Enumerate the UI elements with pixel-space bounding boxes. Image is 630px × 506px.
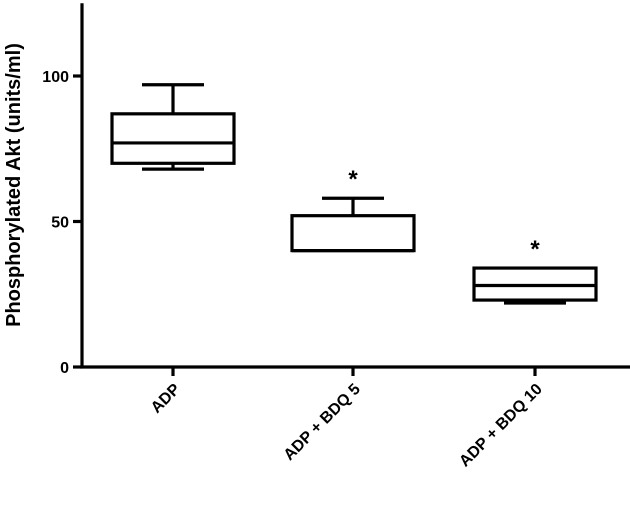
y-axis-label: Phosphorylated Akt (units/ml) <box>3 43 25 327</box>
axes: 0 50 100 <box>42 3 630 377</box>
x-tick-labels: ADP ADP + BDQ 5 ADP + BDQ 10 <box>148 381 546 471</box>
box-1 <box>110 83 236 171</box>
x-tick-label: ADP <box>148 381 184 417</box>
significance-marker: * <box>530 236 540 263</box>
boxes: ** <box>110 83 598 305</box>
y-tick-label: 100 <box>42 69 69 86</box>
significance-marker: * <box>348 166 358 193</box>
box <box>110 112 236 165</box>
y-tick-label: 0 <box>60 360 69 377</box>
x-tick-label: ADP + BDQ 5 <box>281 381 364 464</box>
y-tick-label: 50 <box>51 215 69 232</box>
box-2: * <box>290 166 416 253</box>
box-3: * <box>472 236 598 305</box>
x-tick-label: ADP + BDQ 10 <box>456 381 546 471</box>
box <box>290 214 416 253</box>
